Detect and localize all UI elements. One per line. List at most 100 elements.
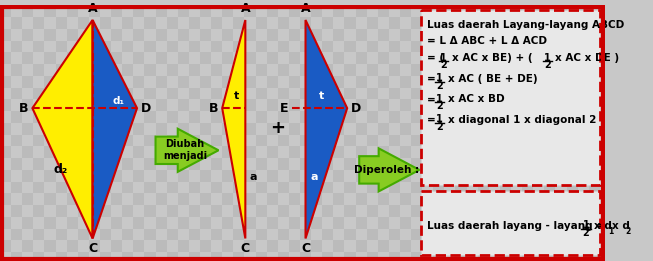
Text: 2: 2: [436, 122, 443, 132]
FancyBboxPatch shape: [144, 158, 155, 170]
FancyBboxPatch shape: [600, 123, 611, 135]
FancyBboxPatch shape: [0, 29, 11, 40]
FancyBboxPatch shape: [500, 17, 511, 29]
FancyBboxPatch shape: [445, 99, 456, 111]
FancyBboxPatch shape: [567, 17, 578, 29]
FancyBboxPatch shape: [422, 217, 434, 229]
FancyBboxPatch shape: [67, 240, 78, 252]
FancyBboxPatch shape: [278, 182, 289, 193]
FancyBboxPatch shape: [434, 182, 445, 193]
FancyBboxPatch shape: [511, 123, 522, 135]
FancyBboxPatch shape: [567, 205, 578, 217]
FancyBboxPatch shape: [266, 193, 278, 205]
FancyBboxPatch shape: [100, 64, 111, 76]
Text: x AC x BD: x AC x BD: [448, 94, 505, 104]
FancyBboxPatch shape: [244, 193, 255, 205]
FancyBboxPatch shape: [389, 158, 400, 170]
FancyBboxPatch shape: [122, 64, 133, 76]
FancyBboxPatch shape: [534, 99, 545, 111]
FancyBboxPatch shape: [189, 229, 200, 240]
FancyBboxPatch shape: [89, 193, 100, 205]
FancyBboxPatch shape: [244, 240, 255, 252]
FancyBboxPatch shape: [0, 217, 11, 229]
Text: 2: 2: [626, 227, 631, 236]
FancyBboxPatch shape: [266, 217, 278, 229]
FancyBboxPatch shape: [56, 158, 67, 170]
FancyBboxPatch shape: [534, 170, 545, 182]
Text: 2: 2: [436, 101, 443, 111]
FancyBboxPatch shape: [89, 52, 100, 64]
FancyBboxPatch shape: [567, 88, 578, 99]
FancyBboxPatch shape: [366, 64, 377, 76]
FancyBboxPatch shape: [489, 146, 500, 158]
Text: B: B: [209, 102, 219, 115]
FancyBboxPatch shape: [366, 252, 377, 261]
Text: x diagonal 1 x diagonal 2: x diagonal 1 x diagonal 2: [448, 115, 596, 125]
FancyBboxPatch shape: [144, 252, 155, 261]
FancyBboxPatch shape: [545, 205, 556, 217]
Text: a: a: [250, 172, 257, 182]
FancyBboxPatch shape: [500, 252, 511, 261]
FancyBboxPatch shape: [289, 170, 300, 182]
FancyBboxPatch shape: [44, 170, 56, 182]
FancyBboxPatch shape: [411, 88, 422, 99]
FancyBboxPatch shape: [578, 52, 589, 64]
Text: x d: x d: [612, 221, 630, 231]
FancyBboxPatch shape: [78, 40, 89, 52]
Text: 1: 1: [436, 94, 443, 104]
FancyBboxPatch shape: [567, 252, 578, 261]
FancyBboxPatch shape: [333, 170, 344, 182]
FancyBboxPatch shape: [178, 146, 189, 158]
FancyBboxPatch shape: [545, 88, 556, 99]
FancyBboxPatch shape: [377, 240, 389, 252]
FancyBboxPatch shape: [422, 123, 434, 135]
FancyBboxPatch shape: [67, 76, 78, 88]
FancyBboxPatch shape: [467, 123, 478, 135]
FancyBboxPatch shape: [56, 252, 67, 261]
FancyBboxPatch shape: [344, 135, 355, 146]
FancyBboxPatch shape: [567, 135, 578, 146]
FancyBboxPatch shape: [322, 135, 333, 146]
FancyBboxPatch shape: [434, 252, 445, 261]
FancyBboxPatch shape: [311, 76, 322, 88]
FancyBboxPatch shape: [189, 158, 200, 170]
FancyBboxPatch shape: [377, 193, 389, 205]
FancyBboxPatch shape: [344, 158, 355, 170]
FancyBboxPatch shape: [411, 135, 422, 146]
FancyBboxPatch shape: [233, 111, 244, 123]
FancyBboxPatch shape: [511, 193, 522, 205]
FancyBboxPatch shape: [222, 5, 233, 17]
Text: Luas daerah layang - layang =: Luas daerah layang - layang =: [427, 221, 605, 231]
FancyBboxPatch shape: [578, 217, 589, 229]
FancyBboxPatch shape: [456, 64, 467, 76]
FancyBboxPatch shape: [278, 205, 289, 217]
FancyBboxPatch shape: [534, 123, 545, 135]
FancyBboxPatch shape: [233, 64, 244, 76]
FancyBboxPatch shape: [489, 5, 500, 17]
FancyBboxPatch shape: [189, 88, 200, 99]
FancyBboxPatch shape: [355, 99, 366, 111]
FancyBboxPatch shape: [189, 182, 200, 193]
FancyBboxPatch shape: [167, 229, 178, 240]
FancyBboxPatch shape: [255, 17, 266, 29]
FancyBboxPatch shape: [422, 170, 434, 182]
FancyBboxPatch shape: [266, 5, 278, 17]
FancyBboxPatch shape: [522, 229, 534, 240]
FancyBboxPatch shape: [278, 17, 289, 29]
Text: = L Δ ABC + L Δ ACD: = L Δ ABC + L Δ ACD: [427, 36, 547, 46]
FancyBboxPatch shape: [222, 29, 233, 40]
FancyBboxPatch shape: [111, 240, 122, 252]
FancyBboxPatch shape: [244, 5, 255, 17]
FancyBboxPatch shape: [44, 217, 56, 229]
FancyBboxPatch shape: [222, 146, 233, 158]
FancyBboxPatch shape: [255, 111, 266, 123]
Text: 2: 2: [544, 60, 550, 70]
FancyBboxPatch shape: [255, 205, 266, 217]
FancyBboxPatch shape: [556, 146, 567, 158]
FancyBboxPatch shape: [422, 193, 434, 205]
FancyBboxPatch shape: [411, 205, 422, 217]
FancyBboxPatch shape: [511, 99, 522, 111]
FancyBboxPatch shape: [178, 5, 189, 17]
FancyBboxPatch shape: [211, 111, 222, 123]
FancyBboxPatch shape: [545, 158, 556, 170]
